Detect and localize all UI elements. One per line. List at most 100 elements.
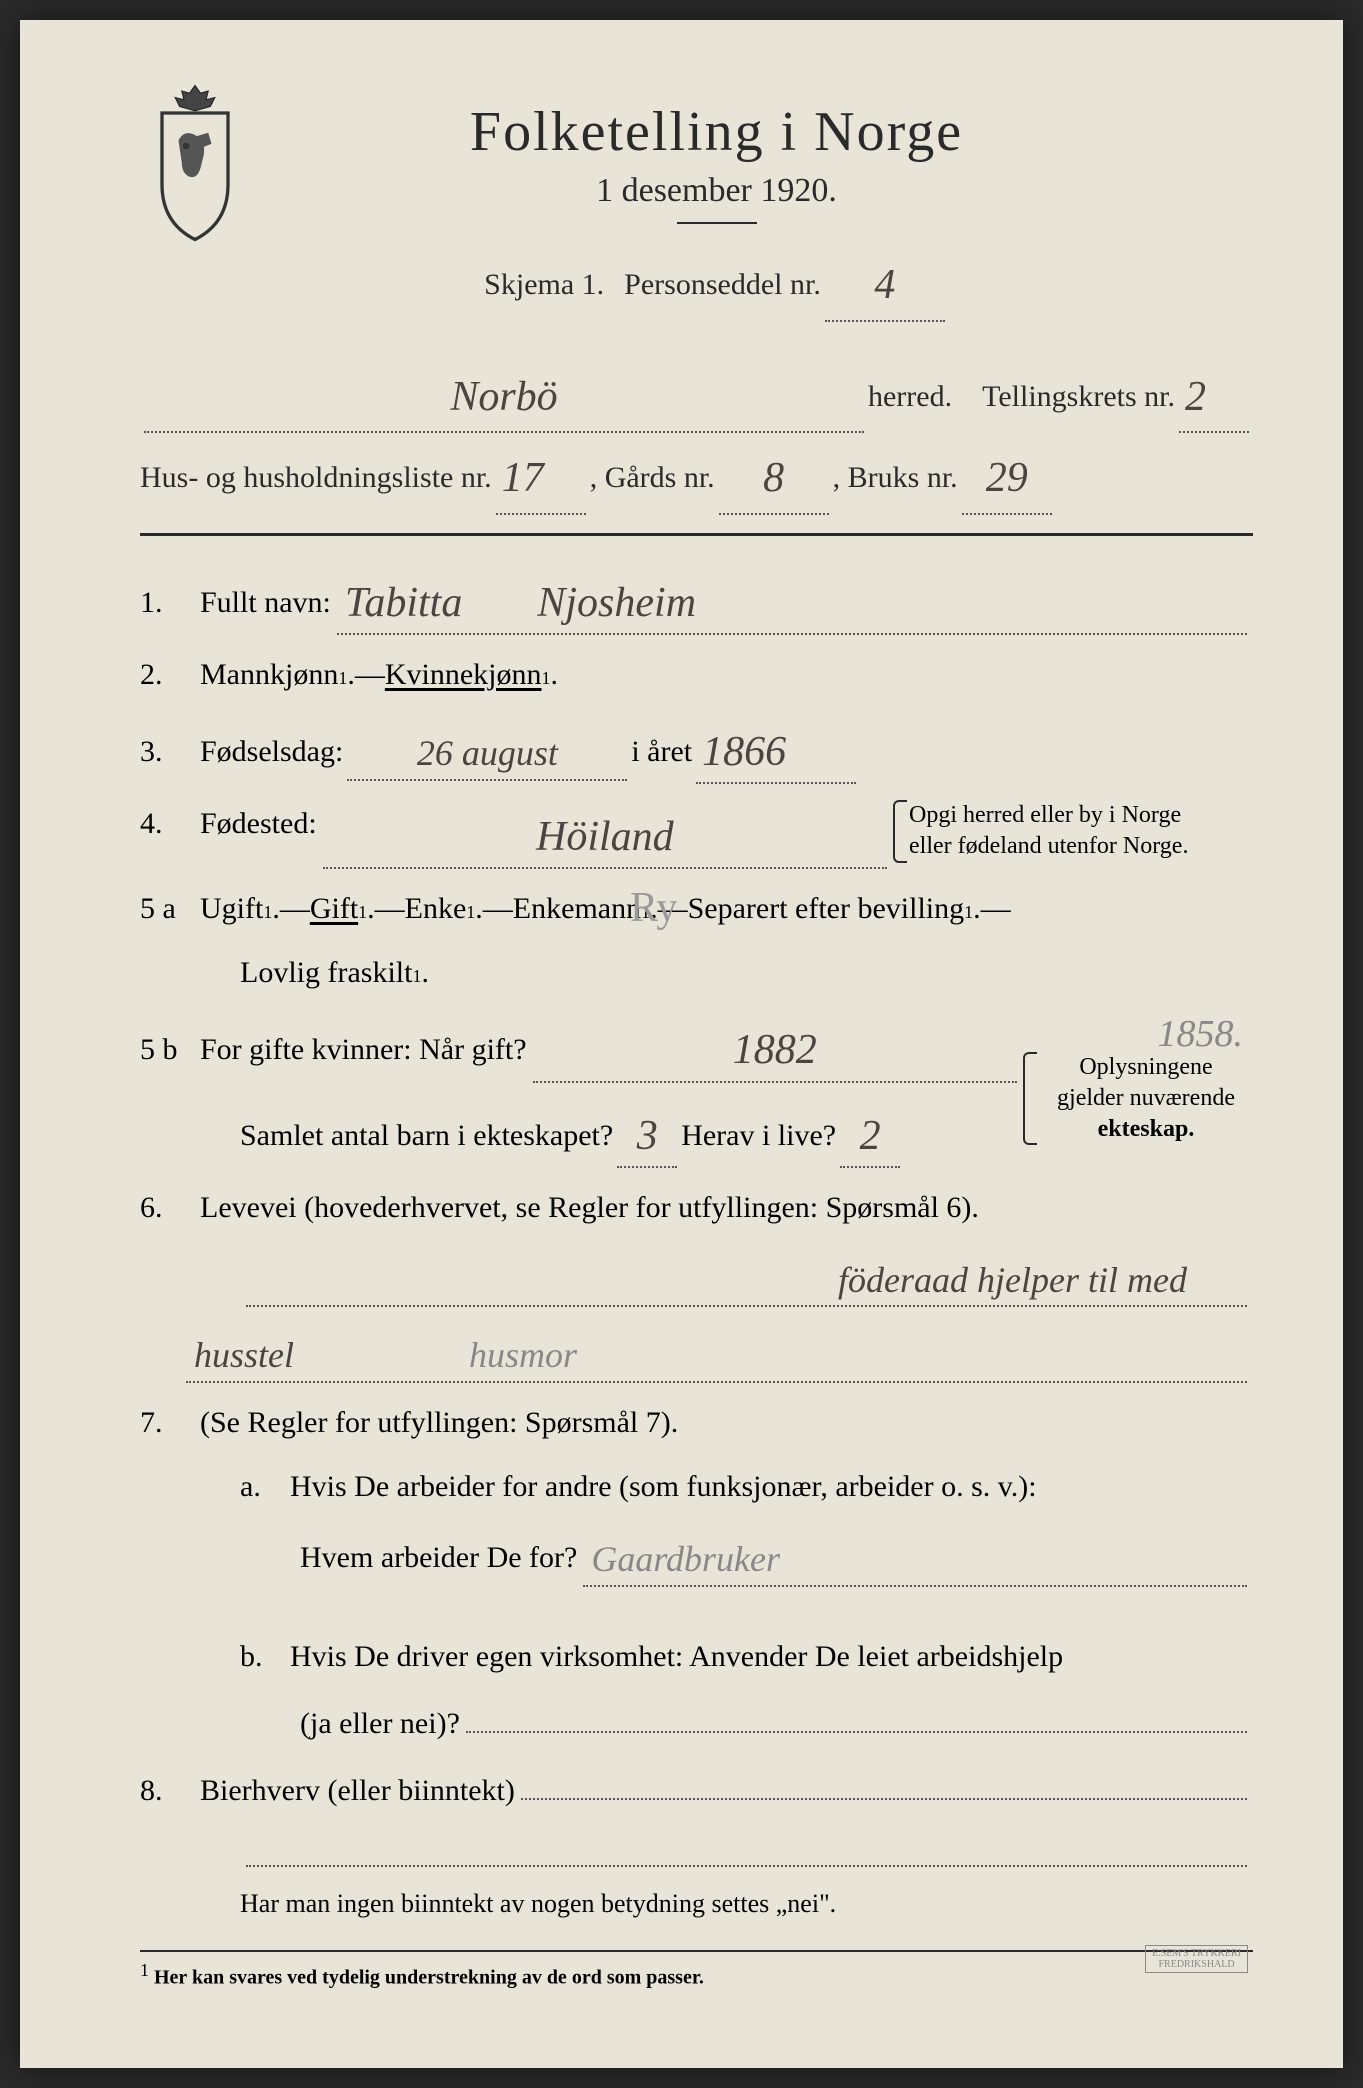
q5a-separert: Separert efter bevilling — [688, 885, 965, 933]
q7b-line1: Hvis De driver egen virksomhet: Anvender… — [290, 1633, 1063, 1681]
stamp-1: E.SEM'S TRYKKERI — [1152, 1948, 1241, 1959]
q5b-year: 1882 — [733, 1027, 817, 1073]
q8-note-row: Har man ingen biinntekt av nogen betydni… — [140, 1883, 1253, 1925]
q1-num: 1. — [140, 579, 200, 627]
q3-year: 1866 — [702, 729, 786, 775]
q5b-barn: 3 — [637, 1113, 658, 1159]
q8-num: 8. — [140, 1767, 200, 1815]
personseddel-nr: 4 — [874, 262, 895, 308]
section-divider — [140, 533, 1253, 536]
q5b-side2: gjelder nuværende — [1057, 1085, 1235, 1111]
main-title: Folketelling i Norge — [280, 100, 1153, 164]
q7a-value: Gaardbruker — [591, 1539, 780, 1579]
footnote-text: Her kan svares ved tydelig understreknin… — [154, 1967, 704, 1989]
q5b-num: 5 b — [140, 1026, 200, 1074]
q1-first: Tabitta — [345, 580, 463, 626]
q5a-gift: Gift — [310, 885, 358, 933]
q5a-ugift: Ugift — [200, 885, 263, 933]
title-block: Folketelling i Norge 1 desember 1920. Sk… — [280, 100, 1253, 326]
bruks-nr: 29 — [986, 455, 1028, 501]
q1-label: Fullt navn: — [200, 579, 331, 627]
q8-blank — [140, 1831, 1253, 1867]
herred-label: herred. — [868, 370, 952, 424]
q1-last: Njosheim — [537, 580, 696, 626]
footnote: 1 Her kan svares ved tydelig understrekn… — [140, 1944, 1253, 1990]
printer-stamp: E.SEM'S TRYKKERI FREDRIKSHALD — [1145, 1945, 1248, 1973]
q4-note-1: Opgi herred eller by i Norge — [909, 800, 1253, 831]
tellingskrets-nr: 2 — [1185, 374, 1206, 420]
q2-kvinne: Kvinnekjønn — [385, 651, 542, 699]
q5b-live: 2 — [860, 1113, 881, 1159]
skjema-line: Skjema 1. Personseddel nr. 4 — [280, 244, 1153, 322]
q3-year-label: i året — [631, 728, 692, 776]
q5b-row2: Samlet antal barn i ekteskapet? 3 Herav … — [140, 1099, 1023, 1168]
title-divider — [677, 222, 757, 224]
coat-of-arms-icon — [140, 80, 250, 240]
tellingskrets-label: Tellingskrets nr. — [982, 370, 1175, 424]
q7a-line1: Hvis De arbeider for andre (som funksjon… — [290, 1463, 1037, 1511]
q5a-row2: Lovlig fraskilt1. — [140, 949, 1253, 997]
q6-value1: föderaad hjelper til med — [838, 1260, 1187, 1300]
q4-label: Fødested: — [200, 800, 317, 848]
q8-note: Har man ingen biinntekt av nogen betydni… — [240, 1883, 836, 1925]
q7-row: 7. (Se Regler for utfyllingen: Spørsmål … — [140, 1399, 1253, 1447]
q5a-annotation: Ry — [630, 875, 677, 942]
q5a-fraskilt: Lovlig fraskilt — [240, 949, 412, 997]
q5b-label1: For gifte kvinner: Når gift? — [200, 1026, 527, 1074]
q7b-row1: b. Hvis De driver egen virksomhet: Anven… — [140, 1633, 1253, 1681]
q2-row: 2. Mannkjønn1. — Kvinnekjønn1. — [140, 651, 1253, 699]
stamp-2: FREDRIKSHALD — [1152, 1959, 1241, 1970]
q3-label: Fødselsdag: — [200, 728, 343, 776]
q1-row: 1. Fullt navn: Tabitta Njosheim — [140, 566, 1253, 635]
q4-note-2: eller fødeland utenfor Norge. — [909, 831, 1253, 862]
husliste-line: Hus- og husholdningsliste nr. 17 , Gårds… — [140, 437, 1253, 515]
q7b-line2: (ja eller nei)? — [300, 1700, 460, 1748]
q6-value2b: husmor — [469, 1335, 577, 1375]
q7-label: (Se Regler for utfyllingen: Spørsmål 7). — [200, 1399, 678, 1447]
q6-val2: husstel husmor — [140, 1323, 1253, 1383]
census-form-page: Folketelling i Norge 1 desember 1920. Sk… — [20, 20, 1343, 2068]
q8-row: 8. Bierhverv (eller biinntekt) — [140, 1764, 1253, 1815]
q5b-sidenote: 1858. Oplysningene gjelder nuværende ekt… — [1023, 1052, 1253, 1146]
q3-num: 3. — [140, 728, 200, 776]
q6-num: 6. — [140, 1184, 200, 1232]
q7a-line2: Hvem arbeider De for? — [300, 1534, 577, 1582]
header: Folketelling i Norge 1 desember 1920. Sk… — [140, 100, 1253, 326]
q5b-label3: Herav i live? — [681, 1112, 836, 1160]
q6-row: 6. Levevei (hovederhvervet, se Regler fo… — [140, 1184, 1253, 1232]
q3-row: 3. Fødselsdag: 26 august i året 1866 — [140, 715, 1253, 784]
personseddel-label: Personseddel nr. — [624, 258, 821, 312]
q6-label: Levevei (hovederhvervet, se Regler for u… — [200, 1184, 979, 1232]
q5b-label2: Samlet antal barn i ekteskapet? — [240, 1112, 613, 1160]
q4-note: Opgi herred eller by i Norge eller fødel… — [893, 800, 1253, 862]
skjema-label: Skjema 1. — [484, 258, 604, 312]
q5b-side3: ekteskap. — [1098, 1116, 1195, 1142]
q4-value: Höiland — [536, 814, 674, 860]
q7a-row2: Hvem arbeider De for? Gaardbruker — [140, 1527, 1253, 1587]
q5a-enkemann: Enkemann — [513, 885, 641, 933]
q5b-group: 5 b For gifte kvinner: Når gift? 1882 Sa… — [140, 1013, 1253, 1183]
subtitle: 1 desember 1920. — [280, 172, 1153, 210]
q6-value2a: husstel — [194, 1335, 294, 1375]
husliste-nr: 17 — [502, 455, 544, 501]
q5a-enke: Enke — [405, 885, 467, 933]
q5b-row1: 5 b For gifte kvinner: Når gift? 1882 — [140, 1013, 1023, 1082]
q4-row: 4. Fødested: Höiland Opgi herred eller b… — [140, 800, 1253, 869]
q3-day: 26 august — [417, 733, 558, 773]
footnote-marker: 1 — [140, 1960, 149, 1980]
gards-label: , Gårds nr. — [590, 451, 715, 505]
q7a-row1: a. Hvis De arbeider for andre (som funks… — [140, 1463, 1253, 1511]
q7-num: 7. — [140, 1399, 200, 1447]
husliste-label: Hus- og husholdningsliste nr. — [140, 451, 492, 505]
q7a-num: a. — [240, 1463, 290, 1511]
gards-nr: 8 — [763, 455, 784, 501]
bruks-label: , Bruks nr. — [833, 451, 958, 505]
q2-mann: Mannkjønn — [200, 651, 338, 699]
q7b-num: b. — [240, 1633, 290, 1681]
q6-val1: föderaad hjelper til med — [140, 1248, 1253, 1308]
q5a-num: 5 a — [140, 885, 200, 933]
q7b-row2: (ja eller nei)? — [140, 1697, 1253, 1748]
herred-line: Norbö herred. Tellingskrets nr. 2 — [140, 356, 1253, 434]
herred-value: Norbö — [450, 374, 557, 420]
q8-label: Bierhverv (eller biinntekt) — [200, 1767, 515, 1815]
